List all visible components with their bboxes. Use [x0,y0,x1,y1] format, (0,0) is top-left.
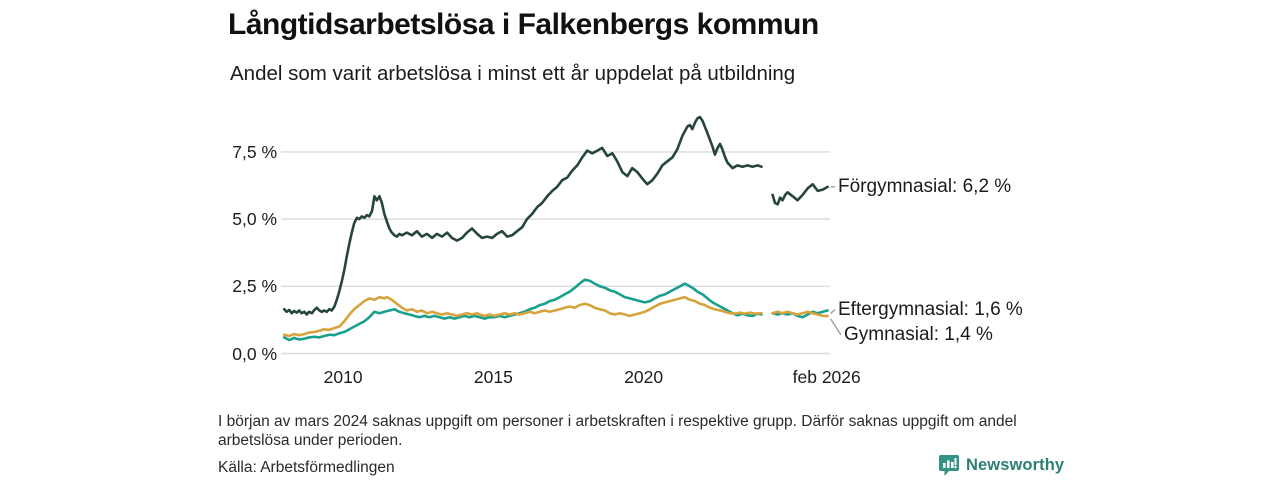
x-tick-label: 2015 [473,367,513,387]
y-tick-label: 7,5 % [232,141,277,162]
series-line-gymnasial [771,310,829,318]
y-tick-label: 2,5 % [232,276,277,297]
x-tick-label: feb 2026 [792,367,861,387]
page-subtitle: Andel som varit arbetslösa i minst ett å… [230,62,796,85]
series-label-eftergymnasial: Eftergymnasial: 1,6 % [838,299,1023,320]
series-lines [282,115,829,342]
series-label-förgymnasial: Förgymnasial: 6,2 % [838,176,1012,198]
series-line-eftergymnasial [282,278,763,342]
label-connector [830,318,842,336]
series-line-förgymnasial [771,182,829,206]
footnote-text: I början av mars 2024 saknas uppgift om … [218,413,1017,449]
series-label-gymnasial: Gymnasial: 1,4 % [844,324,993,346]
series-line-förgymnasial [282,115,763,316]
x-tick-label: 2020 [624,367,664,387]
y-tick-label: 5,0 % [232,209,277,230]
series-line-gymnasial [282,295,763,338]
brand-name: Newsworthy [966,456,1065,474]
label-connector-lines [830,186,842,336]
gridlines [281,151,830,355]
page-title: Långtidsarbetslösa i Falkenbergs kommun [228,8,819,41]
y-tick-label: 0,0 % [232,343,277,364]
label-connector [830,309,836,314]
source-text: Källa: Arbetsförmedlingen [218,459,395,476]
newsworthy-bar-chart-bubble-icon [939,455,959,476]
newsworthy-logo[interactable]: Newsworthy [938,454,1064,477]
x-tick-label: 2010 [323,367,363,387]
